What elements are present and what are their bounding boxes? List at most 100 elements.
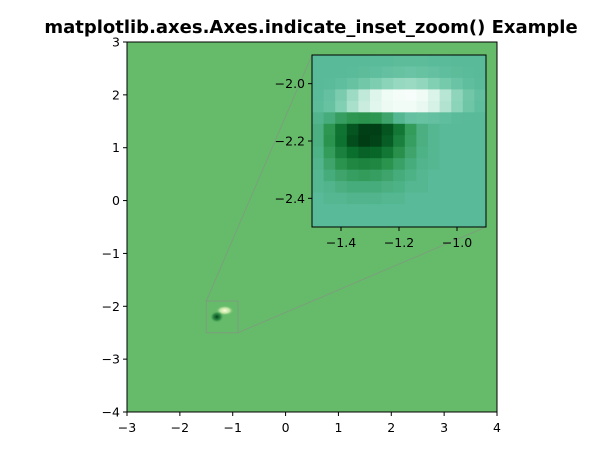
heatmap-cell xyxy=(439,215,452,227)
indicated-region-box xyxy=(205,300,239,334)
heatmap-cell xyxy=(312,89,325,102)
heatmap-cell xyxy=(428,89,441,102)
heatmap-cell xyxy=(335,135,348,148)
heatmap-cell xyxy=(474,192,486,205)
main-x-ticks: −3 −2 −1 0 1 2 3 4 xyxy=(118,412,501,435)
inset-heatmap xyxy=(312,55,486,227)
heatmap-cell xyxy=(416,55,429,67)
heatmap-cell xyxy=(451,181,464,194)
heatmap-cell xyxy=(323,181,336,194)
heatmap-cell xyxy=(370,135,383,148)
heatmap-cell xyxy=(370,181,383,194)
heatmap-cell xyxy=(312,66,325,79)
heatmap-cell xyxy=(393,146,406,159)
heatmap-cell xyxy=(393,181,406,194)
x-tick-label: 2 xyxy=(387,420,395,435)
heatmap-cell xyxy=(428,55,441,67)
heatmap-cell xyxy=(335,55,348,67)
heatmap-cell xyxy=(451,112,464,125)
x-tick-label: −1 xyxy=(223,420,241,435)
heatmap-cell xyxy=(439,55,452,67)
heatmap-cell xyxy=(370,158,383,171)
heatmap-cell xyxy=(358,89,371,102)
heatmap-cell xyxy=(358,55,371,67)
heatmap-cell xyxy=(416,192,429,205)
heatmap-cell xyxy=(474,169,486,182)
heatmap-cell xyxy=(416,100,429,113)
heatmap-cell xyxy=(393,169,406,182)
heatmap-cell xyxy=(346,89,359,102)
y-tick-label: 3 xyxy=(112,35,120,50)
inset-x-ticks: −1.4 −1.2 −1.0 xyxy=(326,227,472,250)
heatmap-cell xyxy=(393,55,406,67)
heatmap-cell xyxy=(393,112,406,125)
heatmap-cell xyxy=(323,77,336,90)
heatmap-cell xyxy=(346,55,359,67)
inset-x-tick-label: −1.4 xyxy=(326,235,356,250)
y-tick-label: −4 xyxy=(102,405,120,420)
heatmap-cell xyxy=(312,55,325,67)
heatmap-cell xyxy=(439,66,452,79)
heatmap-cell xyxy=(451,158,464,171)
heatmap-cell xyxy=(381,66,394,79)
heatmap-cell xyxy=(312,123,325,136)
heatmap-cell xyxy=(439,77,452,90)
heatmap-cell xyxy=(428,204,441,217)
main-axes-frame xyxy=(126,41,498,413)
inset-y-tick-label: −2.0 xyxy=(275,76,305,91)
heatmap-cell xyxy=(312,100,325,113)
heatmap-cell xyxy=(451,146,464,159)
heatmap-cell xyxy=(346,112,359,125)
heatmap-cell xyxy=(451,192,464,205)
heatmap-cell xyxy=(451,135,464,148)
heatmap-cell xyxy=(451,89,464,102)
heatmap-cell xyxy=(346,204,359,217)
heatmap-cell xyxy=(346,192,359,205)
heatmap-cell xyxy=(404,66,417,79)
heatmap-cell xyxy=(451,66,464,79)
heatmap-cell xyxy=(404,77,417,90)
heatmap-cell xyxy=(358,123,371,136)
heatmap-cell xyxy=(393,135,406,148)
heatmap-cell xyxy=(381,55,394,67)
heatmap-cell xyxy=(312,204,325,217)
heatmap-cell xyxy=(323,169,336,182)
x-tick-label: −2 xyxy=(171,420,189,435)
y-tick-label: 0 xyxy=(112,193,120,208)
heatmap-cell xyxy=(370,192,383,205)
heatmap-cell xyxy=(451,169,464,182)
heatmap-cell xyxy=(474,100,486,113)
heatmap-cell xyxy=(474,89,486,102)
heatmap-cell xyxy=(323,112,336,125)
heatmap-cell xyxy=(393,204,406,217)
heatmap-cell xyxy=(462,204,475,217)
heatmap-cell xyxy=(323,146,336,159)
heatmap-cell xyxy=(346,66,359,79)
inset-x-tick-label: −1.2 xyxy=(384,235,414,250)
heatmap-cell xyxy=(335,169,348,182)
heatmap-cell xyxy=(404,181,417,194)
x-tick-label: −3 xyxy=(118,420,136,435)
heatmap-cell xyxy=(370,146,383,159)
heatmap-cell xyxy=(381,112,394,125)
x-tick-label: 1 xyxy=(334,420,342,435)
heatmap-cell xyxy=(323,123,336,136)
heatmap-cell xyxy=(439,146,452,159)
heatmap-cell xyxy=(335,89,348,102)
heatmap-cell xyxy=(439,123,452,136)
heatmap-cell xyxy=(416,181,429,194)
heatmap-cell xyxy=(381,123,394,136)
heatmap-cell xyxy=(428,146,441,159)
heatmap-cell xyxy=(451,77,464,90)
heatmap-cell xyxy=(312,181,325,194)
x-tick-label: 3 xyxy=(440,420,448,435)
y-tick-label: 1 xyxy=(112,140,120,155)
heatmap-cell xyxy=(428,181,441,194)
heatmap-cell xyxy=(323,100,336,113)
heatmap-cell xyxy=(381,215,394,227)
heatmap-cell xyxy=(346,100,359,113)
heatmap-cell xyxy=(370,204,383,217)
heatmap-cell xyxy=(370,100,383,113)
heatmap-cell xyxy=(312,77,325,90)
heatmap-cell xyxy=(404,112,417,125)
